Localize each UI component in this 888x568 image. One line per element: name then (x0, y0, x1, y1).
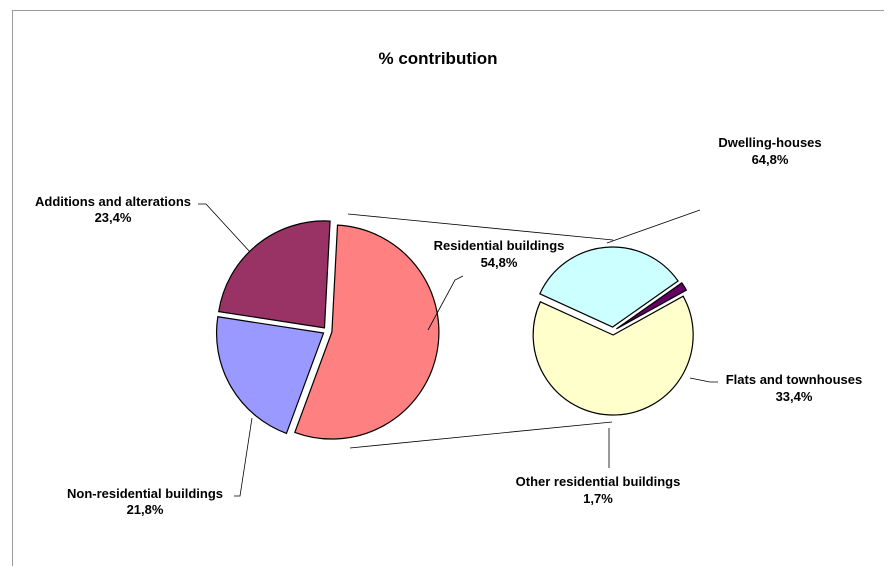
slice-dwelling-houses (532, 295, 694, 416)
slice-residential-buildings (294, 224, 440, 440)
label-residential-pct: 54,8% (481, 255, 518, 270)
label-nonres-pct: 21,8% (127, 502, 164, 517)
slice-additions-and-alterations (218, 220, 331, 329)
leader-nonres (234, 417, 253, 497)
label-additions-name: Additions and alterations (35, 194, 191, 209)
slice-flats-and-townhouses (539, 246, 679, 328)
label-other-name: Other residential buildings (516, 474, 681, 489)
leader-flats (689, 377, 718, 383)
label-flats-pct: 33,4% (776, 389, 813, 404)
leader-additions (198, 203, 251, 253)
label-additions-pct: 23,4% (95, 210, 132, 225)
label-residential-name: Residential buildings (434, 238, 565, 253)
chart-title: % contribution (379, 49, 498, 68)
chart-frame (12, 10, 884, 566)
connector-bottom (349, 421, 613, 449)
label-other-pct: 1,7% (583, 491, 613, 506)
label-dwelling-pct: 64,8% (752, 152, 789, 167)
leader-dwelling (606, 209, 701, 244)
label-dwelling-name: Dwelling-houses (718, 135, 821, 150)
leader-residential (427, 275, 464, 331)
slice-non-residential-buildings (215, 316, 325, 435)
connector-top (347, 213, 614, 241)
label-nonres-name: Non-residential buildings (67, 486, 223, 501)
label-flats-name: Flats and townhouses (726, 372, 863, 387)
sub-pie (532, 246, 694, 416)
slice-other-residential-buildings (616, 282, 688, 330)
main-pie (215, 220, 440, 440)
